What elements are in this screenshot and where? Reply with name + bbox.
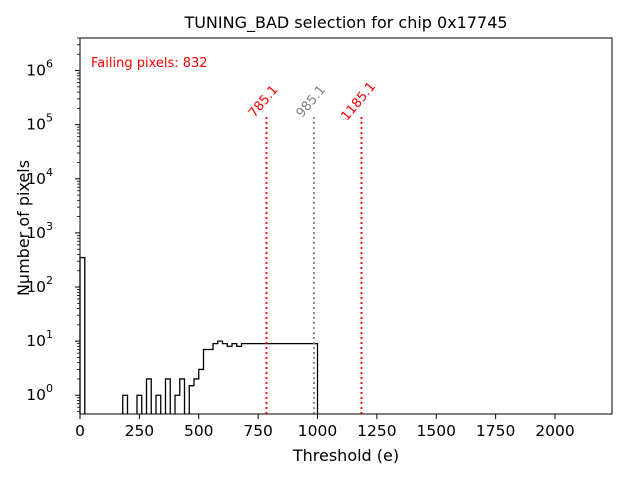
x-tick-label: 750 xyxy=(243,422,273,440)
x-tick-label: 1750 xyxy=(476,422,515,440)
y-tick-label: 100 xyxy=(26,382,53,404)
axes-frame xyxy=(79,37,613,415)
x-tick-label: 500 xyxy=(184,422,214,440)
y-tick-label: 106 xyxy=(26,58,53,80)
x-tick-label: 1250 xyxy=(357,422,396,440)
y-tick-label: 101 xyxy=(26,328,53,350)
y-tick-label: 102 xyxy=(26,274,53,296)
plot-area xyxy=(79,256,319,414)
histogram-outline xyxy=(79,256,319,414)
x-axis-label: Threshold (e) xyxy=(292,446,399,465)
y-tick-label: 104 xyxy=(26,166,53,188)
chart-title: TUNING_BAD selection for chip 0x17745 xyxy=(183,13,507,33)
x-tick-label: 1000 xyxy=(298,422,337,440)
x-tick-label: 2000 xyxy=(535,422,574,440)
y-tick-label: 103 xyxy=(26,220,53,242)
x-tick-label: 0 xyxy=(75,422,85,440)
x-tick-label: 1500 xyxy=(417,422,456,440)
y-tick-label: 105 xyxy=(26,112,53,134)
failing-pixels-annotation: Failing pixels: 832 xyxy=(91,56,208,71)
x-tick-label: 250 xyxy=(125,422,155,440)
axes: 0 250 500 750 1000 1250 1500 1750 2000 100 101 102 1… xyxy=(26,37,613,440)
y-axis-label: Number of pixels xyxy=(14,160,33,296)
